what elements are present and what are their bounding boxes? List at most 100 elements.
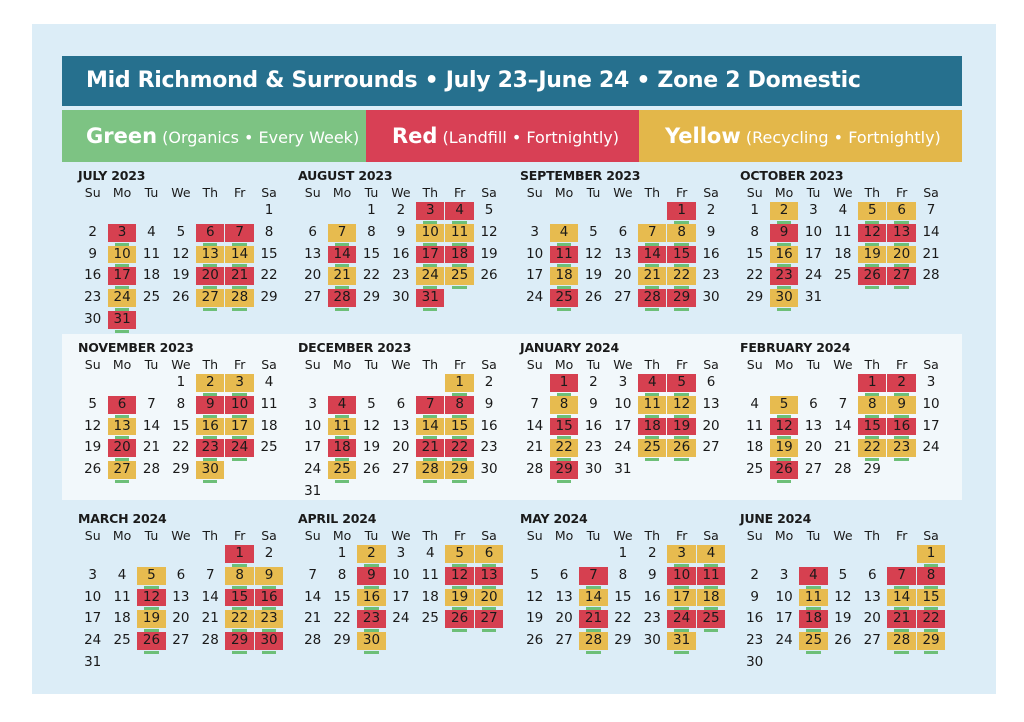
- day-recycling-collection: 10: [416, 223, 445, 246]
- day: 4: [750, 395, 759, 412]
- day: 13: [804, 417, 823, 434]
- month-title: DECEMBER 2023: [298, 340, 412, 355]
- day: 24: [804, 267, 823, 284]
- day: 23: [643, 610, 661, 627]
- weekday-label: We: [171, 528, 191, 543]
- day: 24: [526, 289, 544, 306]
- day-recycling-collection: 5: [769, 395, 799, 418]
- day-recycling-collection: 27: [196, 289, 225, 311]
- day: 29: [172, 461, 190, 478]
- day-recycling-collection: 26: [667, 439, 696, 461]
- day-recycling-collection: 3: [667, 545, 696, 567]
- day: 21: [201, 610, 219, 627]
- weekday-label: Fr: [675, 528, 688, 543]
- day-landfill-collection: 14: [638, 245, 667, 268]
- day-landfill-collection: 4: [799, 566, 828, 589]
- day: 28: [922, 267, 940, 284]
- empty-day: [137, 373, 166, 395]
- day-landfill-collection: 20: [196, 267, 225, 289]
- day: 27: [392, 461, 410, 478]
- day-landfill-collection: 22: [445, 439, 474, 461]
- day: 24: [84, 632, 102, 649]
- weekday-label: Fr: [233, 528, 246, 543]
- day-recycling-collection: 20: [887, 245, 916, 268]
- day-landfill-collection: 11: [696, 566, 726, 589]
- day: 25: [142, 289, 161, 306]
- day-landfill-collection: 15: [667, 245, 696, 268]
- weekday-header: Su Mo Tu We Th Fr Sa: [78, 356, 286, 373]
- weekday-label: Tu: [364, 185, 379, 200]
- day-recycling-collection: 14: [887, 588, 916, 611]
- weekday-label: Fr: [453, 528, 466, 543]
- weekday-label: Fr: [675, 357, 688, 372]
- day: 3: [926, 374, 936, 390]
- weekday-label: Th: [644, 357, 661, 372]
- day: 27: [614, 289, 632, 306]
- empty-day: [78, 373, 107, 395]
- weekday-header: Su Mo Tu We Th Fr Sa: [298, 184, 506, 201]
- day-landfill-collection: 7: [579, 566, 608, 589]
- day-landfill-collection: 16: [887, 417, 916, 440]
- day-recycling-collection: 19: [858, 245, 887, 268]
- weekday-header: Su Mo Tu We Th Fr Sa: [298, 527, 506, 544]
- day: 14: [922, 223, 940, 240]
- legend-green-name: Green: [86, 124, 158, 148]
- weekday-label: Su: [746, 528, 763, 543]
- day: 6: [618, 223, 628, 240]
- day: 16: [746, 610, 764, 627]
- day-landfill-collection: 27: [887, 267, 916, 289]
- day: 30: [702, 289, 720, 306]
- empty-day: [107, 373, 136, 395]
- weekday-label: Th: [864, 185, 881, 200]
- weekday-label: Mo: [774, 528, 794, 543]
- day: 17: [392, 588, 410, 605]
- day-recycling-collection: 22: [549, 439, 579, 461]
- weekday-label: Sa: [703, 185, 719, 200]
- day-landfill-collection: 11: [549, 245, 579, 268]
- day-recycling-collection: 18: [696, 588, 726, 611]
- month-calendar: MARCH 2024 Su Mo Tu We Th Fr Sa 1 2 3 4 5 6 7 8 9 10 11 12 1…: [78, 511, 286, 675]
- weekday-label: Tu: [144, 185, 159, 200]
- day-recycling-collection: 14: [579, 588, 608, 611]
- day-grid: 1 2 3 4 5 6 7 8 9 10 11 12 13 14 15 16 17 18 19 20 21 22 23 24 2…: [298, 201, 506, 311]
- empty-day: [887, 544, 916, 566]
- day-grid: 1 2 3 4 5 6 7 8 9 10 11 12 13 14 15 16 17 18 19 20 21 22 23 24 2…: [520, 201, 728, 311]
- day-recycling-collection: 17: [667, 588, 696, 611]
- day: 18: [421, 588, 439, 605]
- day: 17: [304, 439, 322, 456]
- weekday-label: Sa: [261, 528, 277, 543]
- day: 12: [834, 588, 852, 605]
- weekday-label: We: [171, 357, 191, 372]
- day: 27: [804, 461, 823, 478]
- day-grid: 1 2 3 4 5 6 7 8 9 10 11 12 13 14 15 16 17 18 19 20 21 22 23 24 2…: [740, 544, 948, 675]
- weekday-label: Mo: [332, 185, 352, 200]
- day-recycling-collection: 16: [769, 245, 799, 268]
- weekday-label: Tu: [806, 528, 821, 543]
- weekday-label: Mo: [554, 528, 574, 543]
- weekday-label: We: [833, 528, 853, 543]
- day-landfill-collection: 9: [769, 223, 799, 246]
- day: 4: [117, 566, 127, 583]
- day: 30: [746, 653, 764, 670]
- day: 20: [392, 439, 410, 456]
- day-landfill-collection: 4: [638, 374, 667, 396]
- day-landfill-collection: 28: [638, 289, 667, 311]
- empty-day: [828, 544, 857, 566]
- day: 3: [308, 395, 317, 412]
- weekday-label: Mo: [554, 185, 574, 200]
- weekday-label: We: [613, 185, 633, 200]
- day: 23: [746, 632, 764, 649]
- day: 25: [260, 439, 278, 456]
- weekday-label: Th: [202, 185, 219, 200]
- weekday-label: Sa: [703, 357, 719, 372]
- day: 15: [172, 417, 190, 434]
- day-recycling-collection: 22: [858, 439, 887, 461]
- day: 31: [614, 461, 632, 478]
- day-landfill-collection: 12: [769, 417, 799, 440]
- day-recycling-collection: 19: [137, 610, 166, 632]
- day: 13: [555, 588, 573, 605]
- day-landfill-collection: 23: [357, 610, 386, 632]
- month-calendar: JANUARY 2024 Su Mo Tu We Th Fr Sa 1 2 3 4 5 6 7 8 9 10 11 1…: [520, 340, 728, 483]
- day-landfill-collection: 20: [107, 439, 137, 461]
- day-recycling-collection: 8: [667, 223, 696, 246]
